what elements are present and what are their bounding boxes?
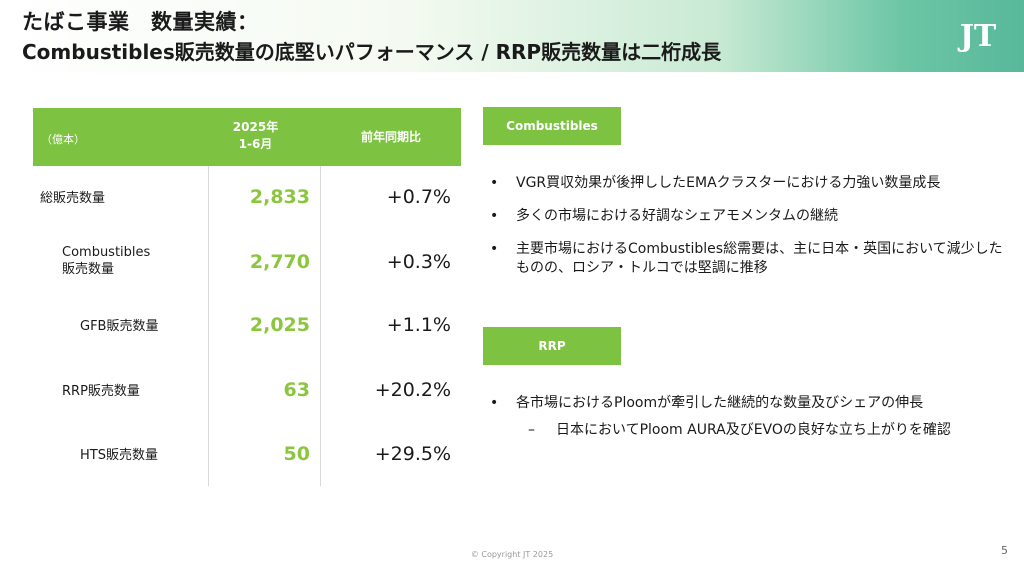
bullet-text: VGR買収効果が後押ししたEMAクラスターにおける力強い数量成長 [516, 175, 941, 191]
title-line1: たばこ事業 数量実績： [22, 10, 259, 34]
row-yoy: +0.7% [386, 186, 451, 208]
rrp-badge: RRP [483, 327, 621, 365]
bullet-text: 主要市場におけるCombustibles総需要は、主に日本・英国において減少した… [516, 241, 1003, 276]
dash-marker: – [528, 422, 535, 438]
row-value: 63 [283, 379, 310, 401]
rrp-bullets: • 各市場におけるPloomが牽引した継続的な数量及びシェアの伸長 [488, 394, 1008, 427]
column-divider [320, 166, 321, 486]
row-value: 2,833 [249, 186, 310, 208]
copyright: © Copyright JT 2025 [470, 550, 554, 559]
row-yoy: +0.3% [386, 251, 451, 273]
sub-bullet-text: 日本においてPloom AURA及びEVOの良好な立ち上がりを確認 [556, 422, 951, 438]
combustibles-bullets: • VGR買収効果が後押ししたEMAクラスターにおける力強い数量成長 • 多くの市場… [488, 174, 1008, 292]
table-header: （億本） 2025年 1-6月 前年同期比 [33, 108, 461, 166]
row-label: GFB販売数量 [80, 319, 159, 334]
row-label: 総販売数量 [40, 191, 106, 206]
row-label: Combustibles 販売数量 [62, 244, 150, 278]
sub-bullet: – 日本においてPloom AURA及びEVOの良好な立ち上がりを確認 [528, 421, 951, 440]
combustibles-badge: Combustibles [483, 107, 621, 145]
row-label: RRP販売数量 [62, 384, 140, 399]
list-item: • 主要市場におけるCombustibles総需要は、主に日本・英国において減少し… [490, 241, 1003, 276]
row-value: 50 [283, 443, 310, 465]
row-yoy: +29.5% [374, 443, 451, 465]
period-header: 2025年 1-6月 [203, 119, 308, 153]
list-item: • 多くの市場における好調なシェアモメンタムの継続 [490, 208, 838, 224]
period-line2: 1-6月 [238, 137, 273, 151]
row-label-line2: 販売数量 [62, 262, 115, 277]
svg-text:JT: JT [957, 19, 997, 54]
row-value: 2,770 [249, 251, 310, 273]
row-yoy: +20.2% [374, 379, 451, 401]
row-label-line1: Combustibles [62, 245, 151, 260]
page-number: 5 [1001, 544, 1008, 557]
row-label: HTS販売数量 [80, 448, 158, 463]
bullet-text: 各市場におけるPloomが牽引した継続的な数量及びシェアの伸長 [516, 395, 924, 411]
yoy-header: 前年同期比 [360, 130, 421, 144]
header-banner: たばこ事業 数量実績： Combustibles販売数量の底堅いパフォーマンス … [0, 0, 1024, 72]
row-yoy: +1.1% [386, 314, 451, 336]
period-line1: 2025年 [232, 120, 279, 134]
bullet-text: 多くの市場における好調なシェアモメンタムの継続 [516, 208, 838, 224]
title-line2: Combustibles販売数量の底堅いパフォーマンス / RRP販売数量は二桁… [22, 40, 722, 64]
jt-logo: JT [957, 19, 997, 54]
list-item: • VGR買収効果が後押ししたEMAクラスターにおける力強い数量成長 [490, 175, 941, 191]
row-value: 2,025 [249, 314, 310, 336]
column-divider [208, 166, 209, 486]
unit-label: （億本） [41, 133, 85, 146]
list-item: • 各市場におけるPloomが牽引した継続的な数量及びシェアの伸長 [490, 395, 924, 411]
